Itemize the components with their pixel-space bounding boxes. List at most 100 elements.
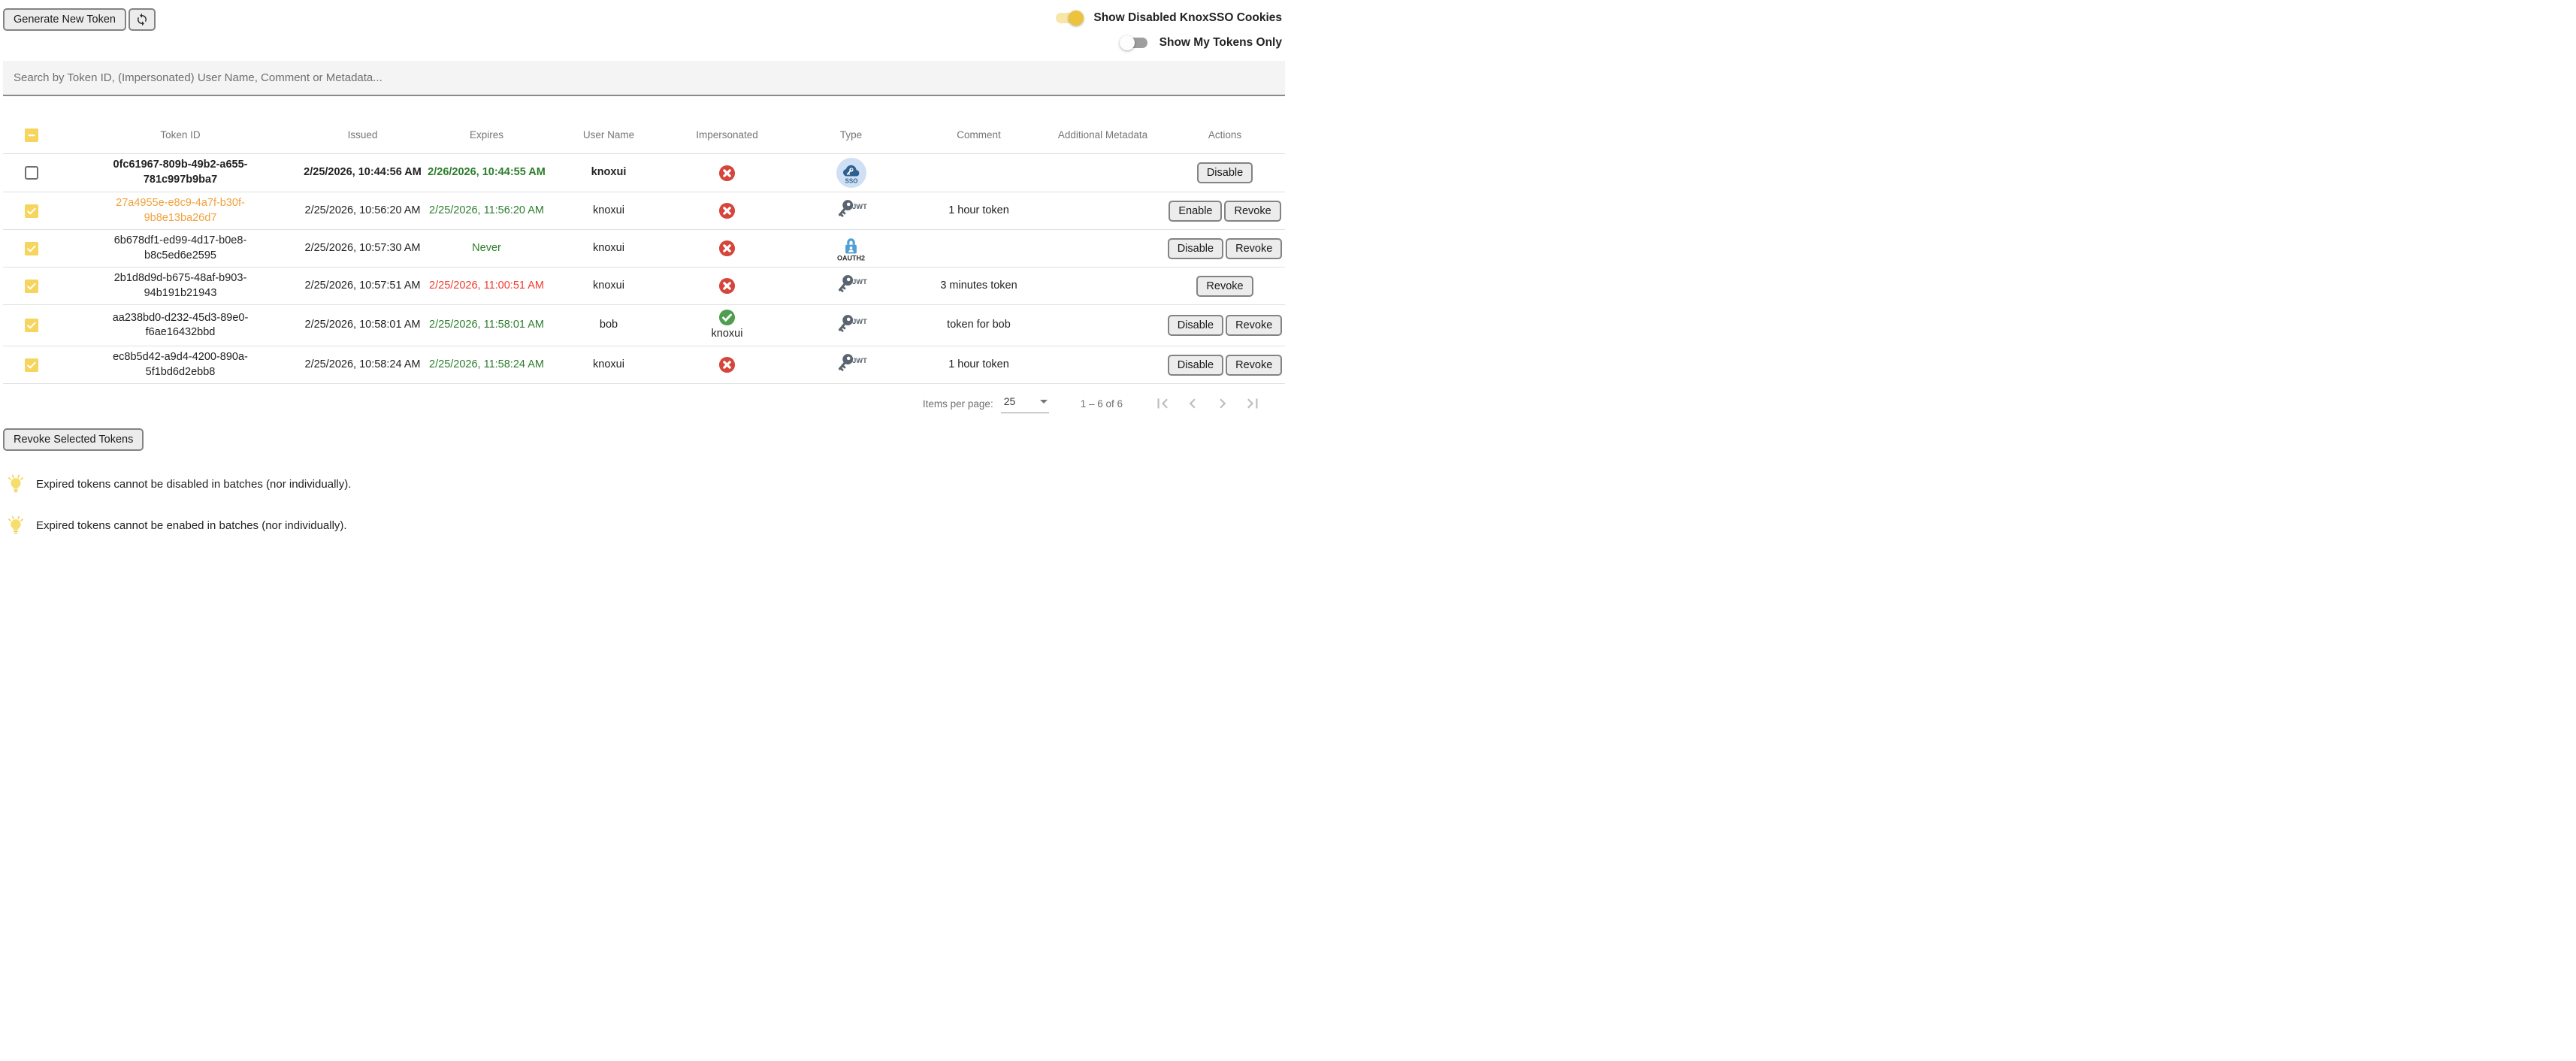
table-header-row: Token ID Issued Expires User Name Impersonat…	[3, 116, 1285, 154]
actions-cell: Revoke	[1165, 268, 1285, 304]
revoke-token-button[interactable]: Revoke	[1224, 200, 1281, 222]
user-name-cell: knoxui	[549, 346, 669, 383]
chevron-right-icon	[1213, 394, 1232, 413]
row-select-checkbox[interactable]	[25, 279, 38, 293]
refresh-icon	[135, 13, 149, 26]
first-page-button[interactable]	[1153, 394, 1172, 413]
previous-page-button[interactable]	[1183, 394, 1202, 413]
disable-token-button[interactable]: Disable	[1167, 354, 1224, 376]
expires-time: 2/25/2026, 11:56:20 AM	[429, 204, 544, 216]
enable-token-button[interactable]: Enable	[1169, 200, 1223, 222]
revoke-token-button[interactable]: Revoke	[1226, 315, 1283, 337]
revoke-token-button[interactable]: Revoke	[1226, 237, 1283, 259]
token-id: 2b1d8d9d-b675-48af-b903-94b191b21943	[113, 272, 247, 299]
impersonated-cell	[669, 192, 785, 229]
token-id-cell: 6b678df1-ed99-4d17-b0e8-b8c5ed6e2595	[60, 230, 301, 267]
token-id: 0fc61967-809b-49b2-a655-781c997b9ba7	[113, 159, 248, 186]
comment-cell	[917, 230, 1041, 267]
svg-text:JWT: JWT	[852, 278, 867, 286]
toggle-off-switch[interactable]	[1119, 35, 1147, 50]
row-select-checkbox[interactable]	[25, 166, 38, 180]
expires-time: Never	[472, 241, 501, 254]
note-enable-batches: Expired tokens cannot be enabed in batch…	[7, 515, 1288, 535]
expires-time: 2/25/2026, 11:00:51 AM	[429, 280, 544, 292]
search-input[interactable]	[3, 61, 1285, 96]
refresh-button[interactable]	[128, 8, 156, 31]
items-per-page-label: Items per page:	[922, 397, 993, 410]
type-cell: JWT	[785, 305, 917, 346]
metadata-cell	[1041, 192, 1165, 229]
last-page-button[interactable]	[1243, 394, 1262, 413]
revoke-token-button[interactable]: Revoke	[1226, 354, 1283, 376]
metadata-cell	[1041, 305, 1165, 346]
issued-cell: 2/25/2026, 10:57:30 AM	[301, 230, 425, 267]
impersonated-no-icon	[718, 277, 736, 295]
generate-token-group: Generate New Token	[3, 8, 156, 31]
column-header-actions: Actions	[1208, 129, 1242, 141]
table-body: 0fc61967-809b-49b2-a655-781c997b9ba7 2/25…	[3, 154, 1285, 385]
impersonated-cell: knoxui	[669, 305, 785, 346]
row-select-checkbox[interactable]	[25, 319, 38, 333]
next-page-button[interactable]	[1213, 394, 1232, 413]
expires-cell: 2/25/2026, 11:56:20 AM	[425, 192, 549, 229]
user-name-cell: knoxui	[549, 230, 669, 267]
disable-token-button[interactable]: Disable	[1167, 237, 1224, 259]
comment: 3 minutes token	[940, 280, 1017, 292]
revoke-selected-tokens-button[interactable]: Revoke Selected Tokens	[3, 428, 144, 452]
issued-cell: 2/25/2026, 10:58:01 AM	[301, 305, 425, 346]
paginator-range: 1 – 6 of 6	[1080, 397, 1123, 410]
column-header-user-name: User Name	[582, 129, 635, 141]
expires-cell: 2/25/2026, 11:00:51 AM	[425, 268, 549, 304]
user-name: bob	[599, 319, 618, 331]
comment-cell	[917, 154, 1041, 192]
issued-cell: 2/25/2026, 10:58:24 AM	[301, 346, 425, 383]
note-text: Expired tokens cannot be disabled in bat…	[36, 477, 352, 491]
generate-new-token-button[interactable]: Generate New Token	[3, 8, 126, 31]
header-checkbox-cell	[3, 116, 60, 153]
token-id-cell: ec8b5d42-a9d4-4200-890a-5f1bd6d2ebb8	[60, 346, 301, 383]
row-select-checkbox[interactable]	[25, 358, 38, 372]
toggle-on-switch[interactable]	[1056, 11, 1084, 26]
expires-cell: 2/25/2026, 11:58:01 AM	[425, 305, 549, 346]
token-type-jwt-icon: JWT	[836, 313, 867, 338]
actions-cell: Enable Revoke	[1165, 192, 1285, 229]
toggle-label: Show Disabled KnoxSSO Cookies	[1093, 11, 1282, 24]
note-disable-batches: Expired tokens cannot be disabled in bat…	[7, 474, 1288, 494]
checkbox-cell	[3, 230, 60, 267]
revoke-token-button[interactable]: Revoke	[1196, 275, 1253, 297]
row-select-checkbox[interactable]	[25, 204, 38, 218]
user-name: knoxui	[593, 280, 624, 292]
items-per-page-select[interactable]: 25	[1000, 394, 1049, 414]
impersonated-no-icon	[718, 356, 736, 373]
paginator: Items per page: 25 1 – 6 of 6	[0, 394, 1262, 414]
toggle-show-my-tokens-only[interactable]: Show My Tokens Only	[1119, 35, 1282, 51]
impersonated-cell	[669, 346, 785, 383]
row-select-checkbox[interactable]	[25, 241, 38, 255]
toolbar: Generate New Token Show Disabled KnoxSSO…	[0, 0, 1288, 56]
type-cell: OAUTH2	[785, 230, 917, 267]
checkbox-cell	[3, 305, 60, 346]
select-all-checkbox[interactable]	[25, 128, 38, 142]
impersonated-yes-icon	[718, 309, 736, 326]
user-name: knoxui	[593, 358, 624, 370]
disable-token-button[interactable]: Disable	[1196, 162, 1253, 183]
toggle-knob	[1119, 35, 1135, 50]
actions-cell: Disable Revoke	[1165, 346, 1285, 383]
issued-time: 2/25/2026, 10:58:01 AM	[304, 319, 421, 331]
impersonated-cell	[669, 230, 785, 267]
expires-cell: 2/25/2026, 11:58:24 AM	[425, 346, 549, 383]
toggle-show-disabled-knoxsso-cookies[interactable]: Show Disabled KnoxSSO Cookies	[1054, 10, 1282, 26]
toggle-knob	[1069, 11, 1084, 26]
issued-cell: 2/25/2026, 10:57:51 AM	[301, 268, 425, 304]
chevron-left-icon	[1183, 394, 1202, 413]
note-text: Expired tokens cannot be enabed in batch…	[36, 518, 347, 532]
comment-cell: 1 hour token	[917, 192, 1041, 229]
last-page-icon	[1243, 394, 1262, 413]
token-id-cell: 2b1d8d9d-b675-48af-b903-94b191b21943	[60, 268, 301, 304]
token-id-cell: 0fc61967-809b-49b2-a655-781c997b9ba7	[60, 154, 301, 192]
token-type-jwt-icon: JWT	[836, 198, 867, 223]
disable-token-button[interactable]: Disable	[1167, 315, 1224, 337]
paginator-nav	[1153, 394, 1262, 413]
expires-time: 2/25/2026, 11:58:01 AM	[429, 319, 544, 331]
token-row: 6b678df1-ed99-4d17-b0e8-b8c5ed6e2595 2/25…	[3, 230, 1285, 268]
